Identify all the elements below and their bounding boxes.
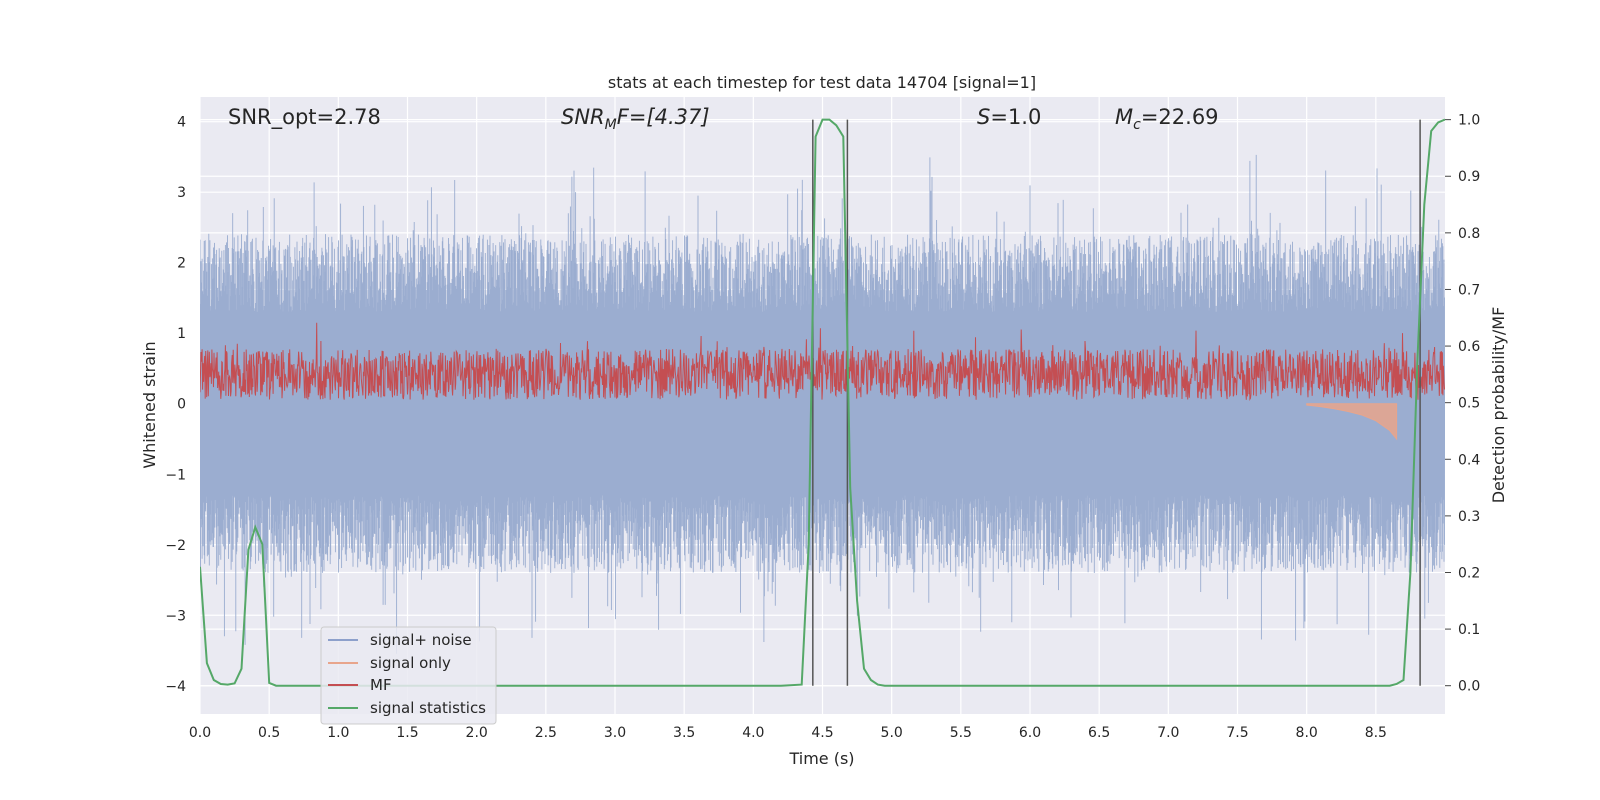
y-tick-labels: 4 3 2 1 0 −1 −2 −3 −4 [165,115,186,695]
x-tick-label: 3.0 [604,725,626,741]
x-tick-label: 6.5 [1088,725,1110,741]
mf-trace [200,322,1445,401]
x-tick-label: 3.5 [673,725,695,741]
y2-tick-label: 0.0 [1458,679,1480,695]
y2-tick-label: 0.1 [1458,622,1480,638]
y2-tick-label: 1.0 [1458,113,1480,129]
legend: signal+ noise signal only MF signal stat… [320,626,497,725]
y2-tick-labels: 1.0 0.9 0.8 0.7 0.6 0.5 0.4 0.3 0.2 0.1 0.0 [1445,113,1480,695]
mf-series [200,322,1445,401]
legend-label-mf: MF [370,676,392,694]
x-axis-label: Time (s) [788,749,854,768]
y-tick-label: −1 [165,467,186,483]
y2-axis-label: Detection probability/MF [1489,307,1508,504]
s-annotation: S=1.0 [977,105,1041,129]
snr-mf-annotation: SNRMF=[4.37] [561,105,710,133]
vertical-markers [812,119,1421,686]
chart-title: stats at each timestep for test data 147… [608,73,1036,92]
y2-tick-label: 0.3 [1458,509,1480,525]
y-tick-label: 0 [177,397,186,413]
x-tick-label: 0.5 [258,725,280,741]
legend-box [320,626,497,725]
signal-only-trace [1306,403,1398,441]
legend-label-signal-only: signal only [370,654,451,672]
x-tick-label: 1.0 [327,725,349,741]
y2-tick-label: 0.8 [1458,226,1480,242]
signal-statistics-series [200,118,1445,687]
x-tick-label: 4.0 [742,725,764,741]
x-tick-label: 7.5 [1226,725,1248,741]
signal-statistics-line [200,118,1445,687]
y2-tick-label: 0.2 [1458,565,1480,581]
y-tick-label: 2 [177,256,186,272]
y-tick-label: 3 [177,185,186,201]
y-tick-label: −3 [165,608,186,624]
x-tick-label: 5.5 [950,725,972,741]
legend-label-signal-noise: signal+ noise [370,631,472,649]
x-tick-label: 2.5 [535,725,557,741]
x-tick-label: 7.0 [1157,725,1179,741]
mc-annotation: Mc=22.69 [1115,105,1219,133]
y2-tick-label: 0.9 [1458,169,1480,185]
legend-label-signal-statistics: signal statistics [370,699,486,717]
y-tick-label: 4 [177,115,186,131]
y2-tick-label: 0.7 [1458,282,1480,298]
y-tick-label: −2 [165,538,186,554]
y2-tick-label: 0.4 [1458,452,1480,468]
x-tick-label: 1.5 [396,725,418,741]
snr-opt-annotation: SNR_opt=2.78 [228,105,381,130]
x-tick-label: 4.5 [811,725,833,741]
y2-tick-label: 0.5 [1458,396,1480,412]
x-tick-labels: 0.0 0.5 1.0 1.5 2.0 2.5 3.0 3.5 4.0 4.5 5.0 5.5 6.0 6… [189,725,1387,741]
x-tick-label: 6.0 [1019,725,1041,741]
x-tick-label: 8.0 [1296,725,1318,741]
y-axis-label: Whitened strain [140,341,159,468]
x-tick-label: 8.5 [1365,725,1387,741]
signal-only-series [1306,403,1398,441]
y2-tick-label: 0.6 [1458,339,1480,355]
x-tick-label: 0.0 [189,725,211,741]
x-tick-label: 5.0 [881,725,903,741]
x-tick-label: 2.0 [466,725,488,741]
y-tick-label: −4 [165,679,186,695]
y-tick-label: 1 [177,326,186,342]
